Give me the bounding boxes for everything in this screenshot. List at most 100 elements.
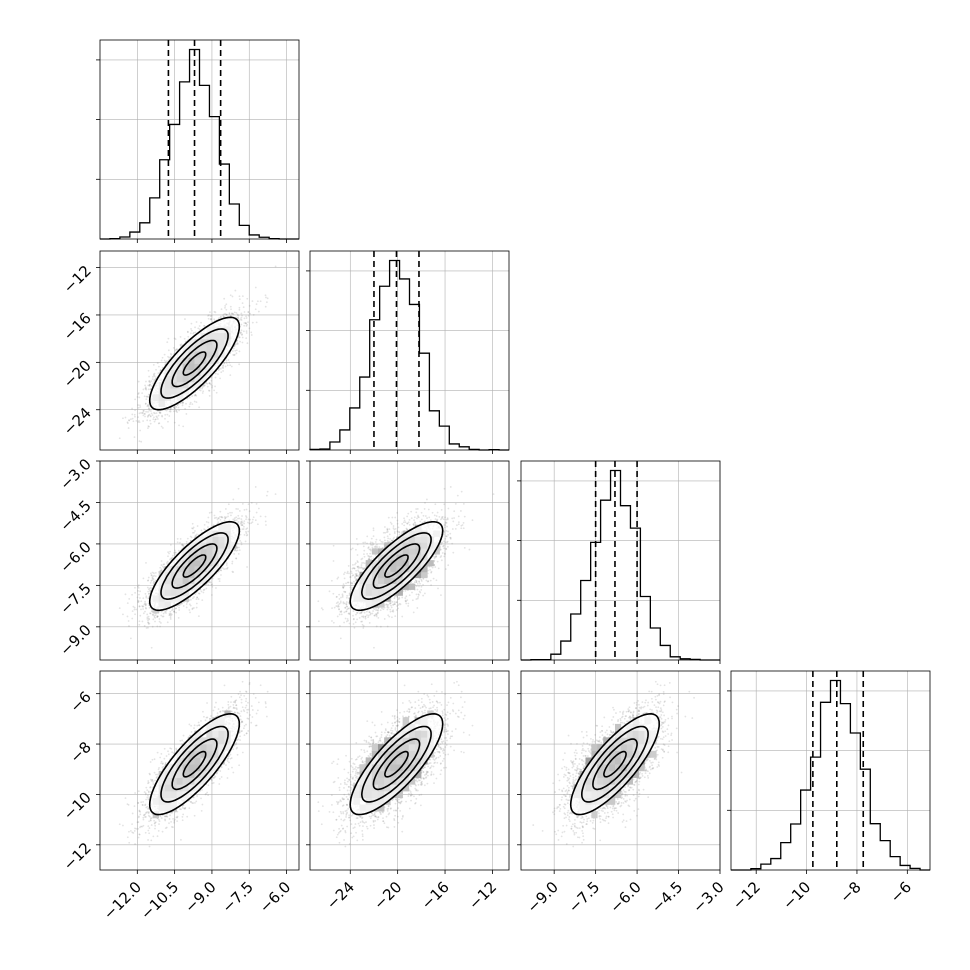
sample-point [144,606,147,609]
sample-point [142,388,145,391]
sample-point [173,611,176,613]
histogram-2 [309,259,509,451]
sample-point [139,404,141,407]
sample-point [202,384,205,387]
sample-point [191,403,194,405]
sample-point [126,422,129,425]
sample-point [144,402,147,405]
sample-point [168,356,171,359]
sample-point [233,353,236,356]
sample-point [235,343,238,346]
sample-point [203,528,206,531]
sample-point [220,308,223,311]
sample-point [226,313,228,316]
sample-point [175,410,178,412]
sample-point [147,393,150,396]
sample-point [152,618,155,621]
sample-point [225,567,227,570]
sample-point [161,414,163,417]
sample-point [231,312,233,315]
sample-point [202,589,205,591]
sample-point [139,614,142,617]
contour-level [160,328,229,399]
sample-point [138,412,141,415]
sample-point [197,615,200,618]
sample-point [162,563,165,566]
sample-point [225,303,228,306]
sample-point [170,353,173,356]
sample-point [128,419,131,422]
sample-point [200,590,203,593]
sample-point [148,379,151,382]
sample-point [238,350,241,353]
sample-point [194,593,197,596]
sample-point [254,308,257,311]
sample-point [169,612,172,615]
sample-point [145,388,148,391]
sample-point [195,401,198,404]
sample-point [223,519,226,522]
sample-point [207,317,210,320]
sample-point [228,312,231,315]
sample-point [255,511,258,514]
y-tick-label: −3.0 [56,455,94,493]
sample-point [240,329,243,332]
sample-point [147,388,150,391]
sample-point [220,315,222,318]
sample-point [169,618,172,620]
sample-point [225,362,228,364]
sample-point [243,522,246,525]
sample-point [236,342,239,344]
sample-point [218,577,221,580]
y-tick-label: −4.5 [56,497,94,535]
sample-point [186,397,189,400]
sample-point [179,538,182,540]
sample-point [230,315,232,317]
sample-point [150,380,153,383]
sample-point [194,393,197,396]
sample-point [239,331,242,334]
sample-point [182,544,185,546]
sample-point [240,312,243,315]
sample-point [137,601,140,604]
sample-point [142,409,145,412]
sample-point [158,422,161,425]
sample-point [208,394,211,397]
sample-point [197,327,200,330]
sample-point [169,550,171,553]
sample-point [231,350,234,352]
sample-point [133,608,136,611]
sample-point [181,404,184,407]
sample-point [208,382,211,385]
sample-point [238,336,241,339]
sample-point [166,560,169,563]
sample-point [195,602,198,605]
sample-point [152,375,154,378]
sample-point [158,411,161,414]
sample-point [234,349,237,352]
sample-point [147,396,150,398]
sample-point [191,395,194,397]
sample-point [231,511,233,514]
sample-point [129,418,132,421]
sample-point [124,593,127,596]
sample-point [219,377,222,380]
sample-point [161,427,164,429]
sample-point [213,389,216,392]
sample-point [219,316,222,319]
sample-point [156,616,158,619]
sample-point [176,411,179,414]
sample-point [246,323,248,326]
sample-point [236,314,239,317]
sample-point [237,342,239,345]
sample-point [147,415,149,417]
sample-point [122,417,124,420]
sample-point [184,340,187,343]
sample-point [134,409,136,412]
y-tick-label: −12 [60,262,95,297]
sample-point [145,596,148,599]
sample-point [224,306,226,309]
sample-point [235,516,238,519]
panel-1-2-frame [99,250,300,451]
sample-point [256,300,259,303]
